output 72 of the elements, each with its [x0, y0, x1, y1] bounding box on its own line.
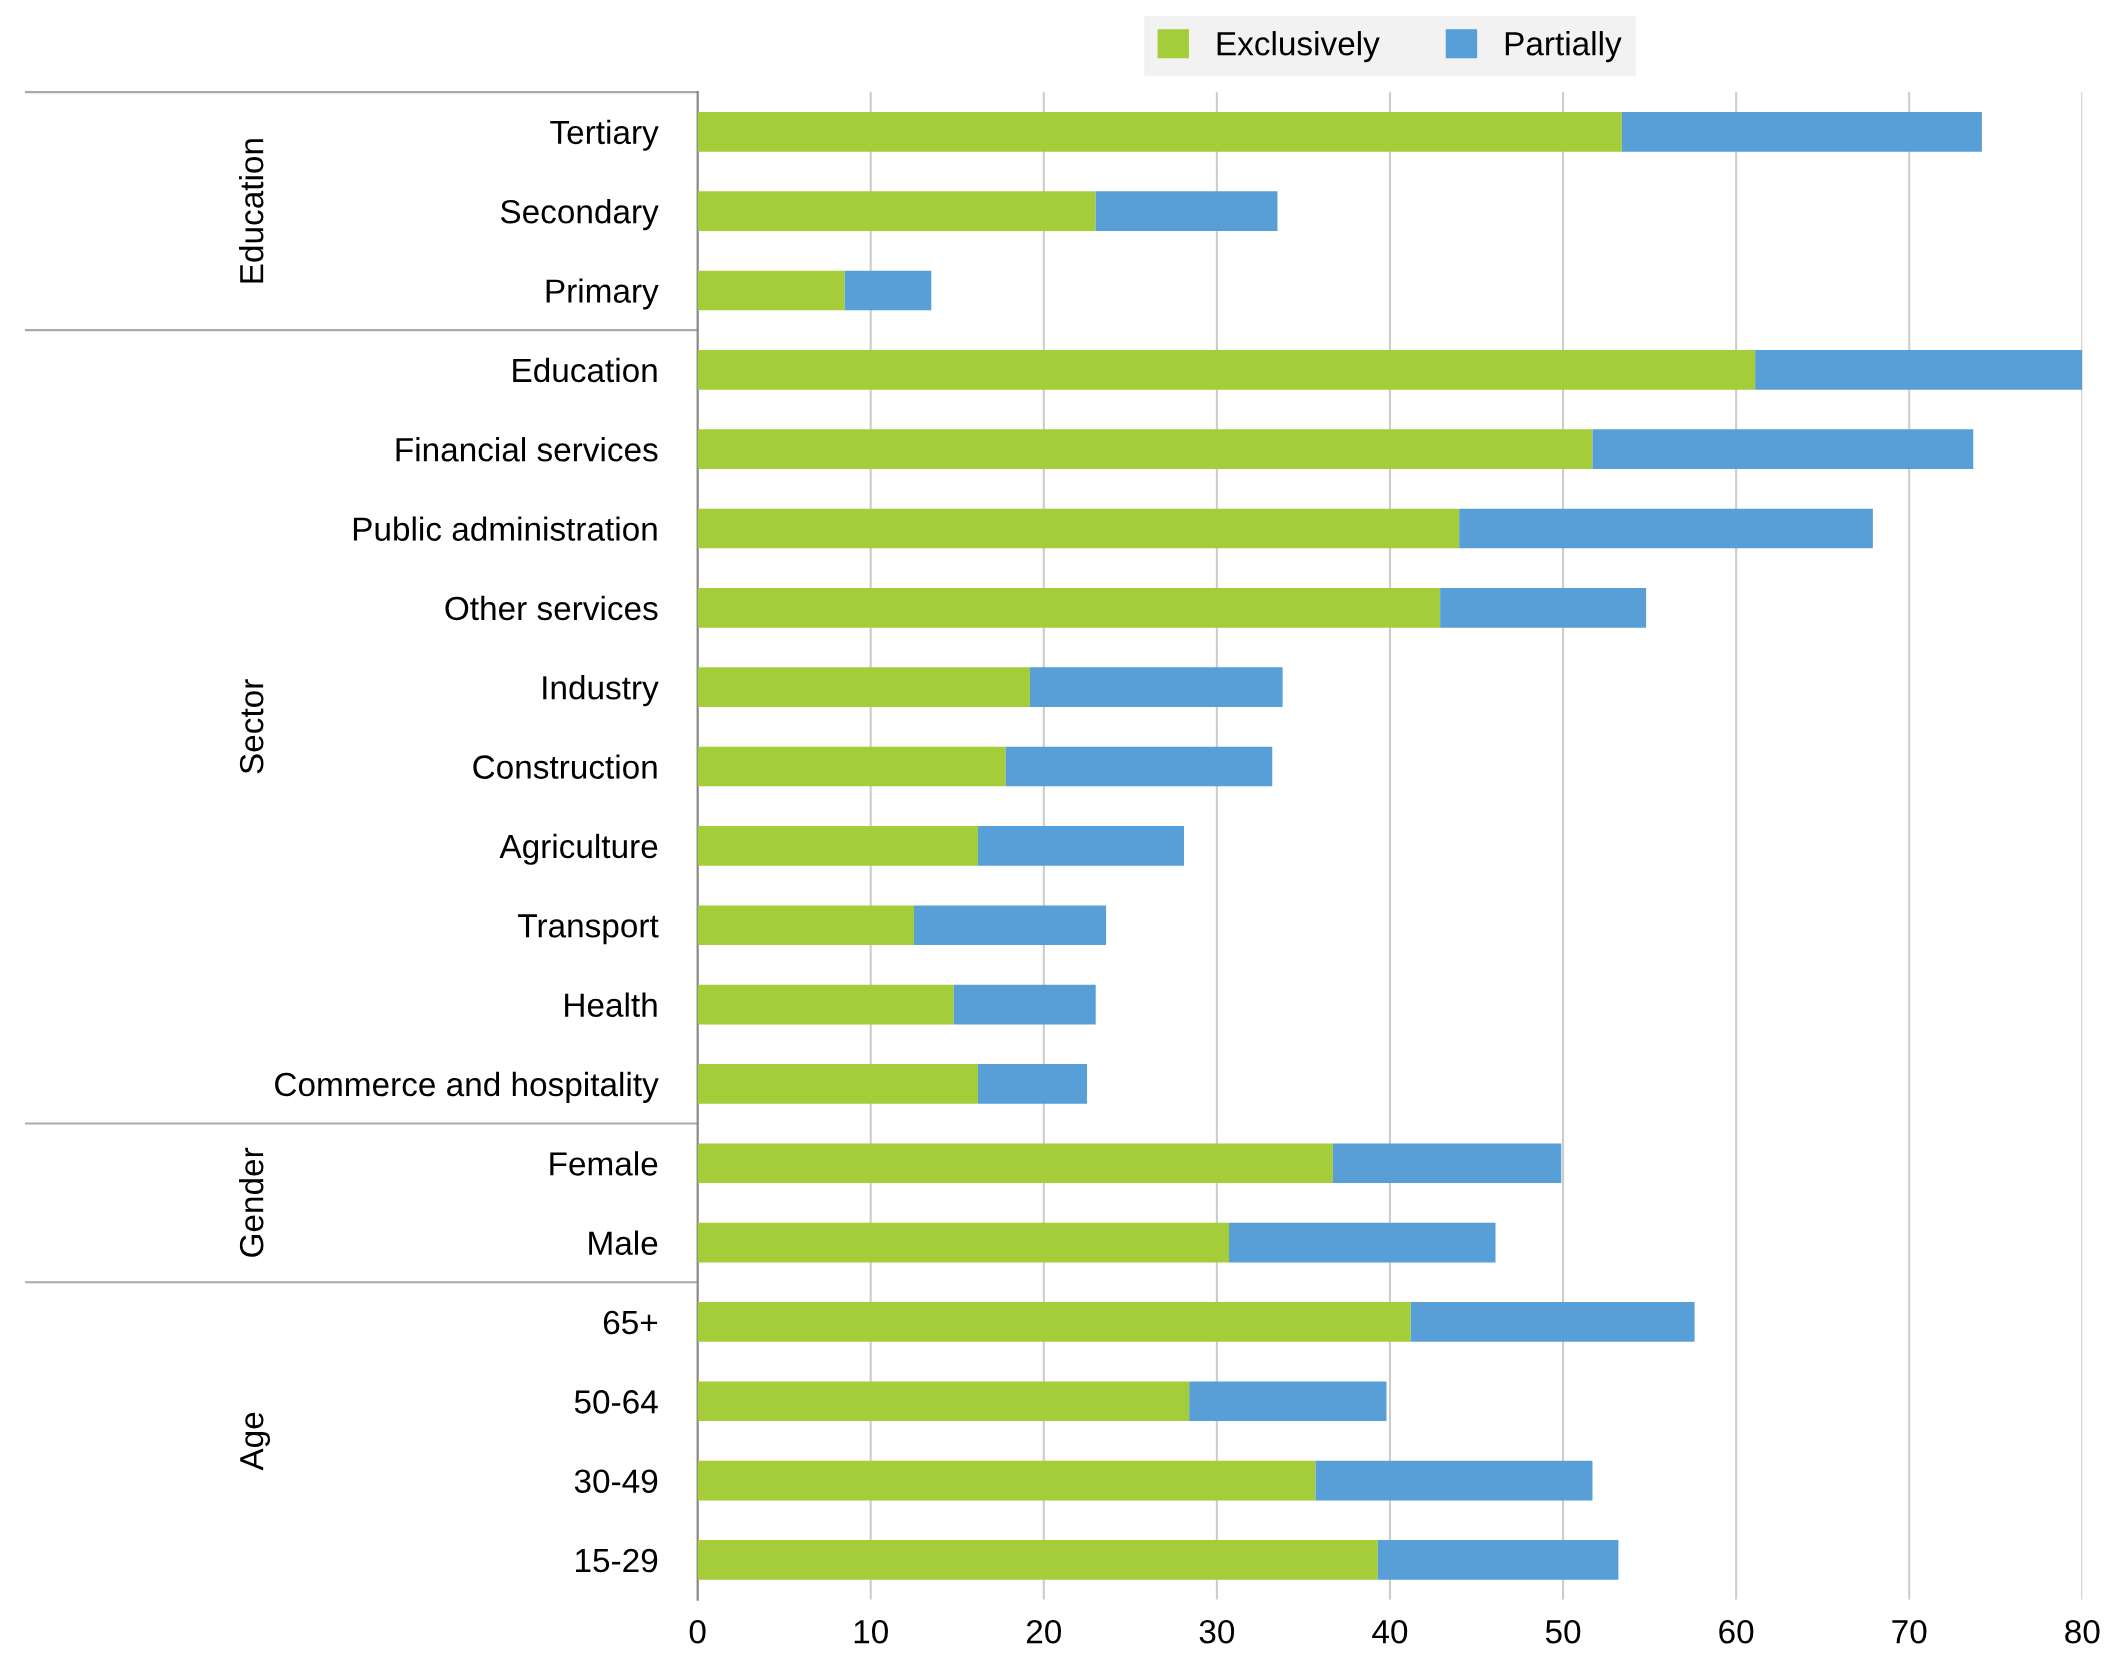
bar: [1332, 1143, 1562, 1184]
y-tick-label: 30-49: [574, 1469, 658, 1494]
legend-label: Partially: [1505, 31, 1622, 63]
y-tick-label: Female: [550, 1151, 658, 1176]
x-tick-label: 60: [1719, 1619, 1754, 1644]
y-tick-label: 65+: [603, 1310, 658, 1335]
bar: [697, 508, 1460, 549]
bar: [697, 1540, 1378, 1580]
y-tick-label: Primary: [546, 278, 659, 310]
y-tick-label: Male: [589, 1230, 658, 1255]
bar: [697, 111, 1622, 152]
bar: [1377, 1540, 1619, 1580]
bar: [978, 826, 1184, 866]
y-tick-label: Tertiary: [550, 119, 659, 151]
bar: [1315, 1460, 1593, 1501]
y-tick-label: 50-64: [574, 1390, 658, 1414]
bar: [844, 270, 932, 311]
bar: [978, 1064, 1088, 1104]
x-tick-label: 50: [1545, 1619, 1581, 1644]
bar: [953, 984, 1096, 1025]
y-tick-label: Construction: [473, 754, 657, 779]
x-tick-label: 80: [2065, 1619, 2100, 1644]
y-tick-label: Financial services: [396, 437, 658, 462]
y-tick-label: Health: [565, 992, 657, 1017]
y-tick-label: 15-29: [576, 1548, 658, 1573]
bar: [697, 984, 954, 1025]
y-tick-label: Other services: [445, 595, 658, 621]
bar: [1189, 1381, 1387, 1422]
bar: [697, 1143, 1333, 1184]
bar: [697, 1064, 979, 1104]
text: Sector: [239, 679, 264, 774]
x-tick-label: 10: [854, 1619, 888, 1644]
text: Gender: [238, 1147, 264, 1257]
text: Age: [240, 1412, 271, 1471]
y-tick-label: Secondary: [500, 199, 659, 231]
bar: [1459, 508, 1873, 549]
bar: [1029, 667, 1283, 708]
text: Education: [238, 139, 264, 283]
bar: [697, 270, 845, 311]
y-tick-label: Transport: [518, 914, 659, 945]
bar: [697, 1381, 1190, 1422]
bar: [1095, 191, 1278, 231]
bar: [1005, 746, 1273, 787]
bar: [697, 826, 979, 866]
bar: [1621, 111, 1982, 152]
y-tick-label: Agriculture: [499, 833, 658, 865]
bar: [697, 1460, 1316, 1501]
x-tick-label: 0: [689, 1619, 706, 1644]
y-tick-label: Industry: [543, 675, 659, 707]
bar: [1592, 429, 1974, 469]
x-tick-label: 20: [1026, 1619, 1062, 1644]
legend-label: Exclusively: [1217, 31, 1380, 63]
bar: [697, 191, 1096, 231]
x-tick-label: 40: [1372, 1619, 1408, 1644]
bar: [697, 1302, 1411, 1342]
bar: [697, 1222, 1229, 1263]
bar: [697, 746, 1006, 787]
bar: [1755, 349, 2083, 390]
y-tick-label: Commerce and hospitality: [275, 1071, 659, 1103]
bar: [697, 349, 1756, 390]
bar: [697, 588, 1441, 628]
bar: [1410, 1302, 1695, 1342]
bar: [913, 905, 1107, 946]
bar: [1228, 1222, 1496, 1263]
bar: [697, 429, 1593, 469]
bar: [697, 667, 1030, 708]
bar: [697, 905, 914, 946]
x-tick-label: 70: [1892, 1619, 1927, 1644]
y-tick-label: Education: [513, 357, 657, 383]
y-tick-label: Public administration: [353, 516, 657, 541]
bar: [1440, 588, 1647, 628]
x-tick-label: 30: [1199, 1619, 1235, 1644]
